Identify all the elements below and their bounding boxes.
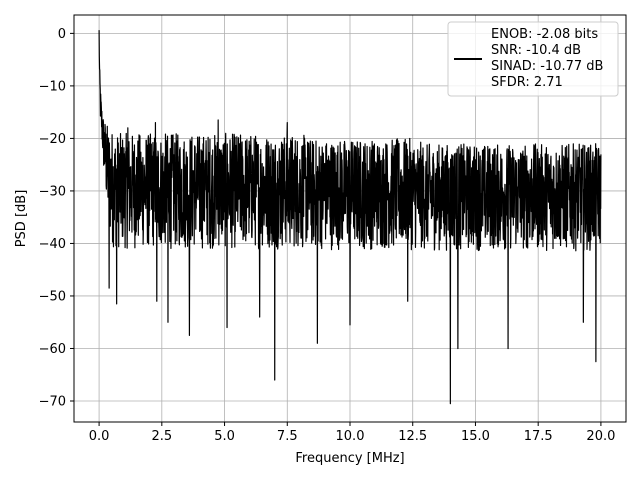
- legend-sinad: SINAD: -10.77 dB: [491, 59, 603, 74]
- x-tick-label: 17.5: [524, 429, 553, 444]
- legend-sfdr: SFDR: 2.71: [491, 75, 563, 90]
- legend: ENOB: -2.08 bits SNR: -10.4 dB SINAD: -1…: [447, 21, 619, 97]
- data-series: [98, 30, 602, 405]
- y-tick-label: −30: [39, 184, 66, 199]
- y-tick-label: −60: [39, 342, 66, 357]
- x-tick-label: 10.0: [336, 429, 365, 444]
- x-tick-label: 12.5: [398, 429, 427, 444]
- y-tick-label: −10: [39, 79, 66, 94]
- x-tick-label: 5.0: [214, 429, 235, 444]
- legend-box: [447, 21, 619, 97]
- y-axis-label: PSD [dB]: [14, 190, 29, 248]
- y-tick-label: −70: [39, 394, 66, 409]
- x-tick-label: 15.0: [461, 429, 490, 444]
- x-tick-label: 20.0: [586, 429, 615, 444]
- x-tick-label: 0.0: [89, 429, 110, 444]
- legend-snr: SNR: -10.4 dB: [491, 43, 581, 58]
- ticks: 0.0 2.5 5.0 7.5 10.0 12.5 15.0 17.5 20.0 0 −10 −20 −…: [39, 27, 616, 444]
- y-tick-label: −40: [39, 237, 66, 252]
- x-tick-label: 7.5: [277, 429, 298, 444]
- x-tick-label: 2.5: [151, 429, 172, 444]
- x-axis-label: Frequency [MHz]: [295, 451, 404, 466]
- y-tick-label: −50: [39, 289, 66, 304]
- legend-enob: ENOB: -2.08 bits: [491, 27, 598, 42]
- psd-trace: [98, 30, 602, 405]
- y-tick-label: 0: [58, 27, 66, 42]
- y-tick-label: −20: [39, 132, 66, 147]
